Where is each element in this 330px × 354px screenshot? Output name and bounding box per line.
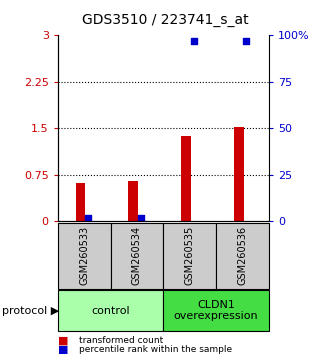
Text: GDS3510 / 223741_s_at: GDS3510 / 223741_s_at (82, 13, 248, 27)
Text: transformed count: transformed count (79, 336, 163, 345)
Text: GSM260533: GSM260533 (79, 226, 89, 285)
Text: protocol ▶: protocol ▶ (2, 306, 59, 316)
Text: ■: ■ (58, 345, 68, 354)
Text: percentile rank within the sample: percentile rank within the sample (79, 345, 232, 354)
Bar (76, 183, 85, 221)
Text: CLDN1
overexpression: CLDN1 overexpression (174, 300, 258, 321)
Bar (181, 136, 191, 221)
Bar (234, 127, 244, 221)
Text: ■: ■ (58, 336, 68, 346)
Point (138, 216, 144, 221)
Text: control: control (91, 306, 130, 316)
Point (85, 216, 91, 221)
Point (244, 38, 249, 44)
Text: GSM260535: GSM260535 (185, 226, 195, 285)
Text: GSM260536: GSM260536 (238, 226, 248, 285)
Bar (128, 181, 138, 221)
Text: GSM260534: GSM260534 (132, 226, 142, 285)
Point (191, 38, 196, 44)
